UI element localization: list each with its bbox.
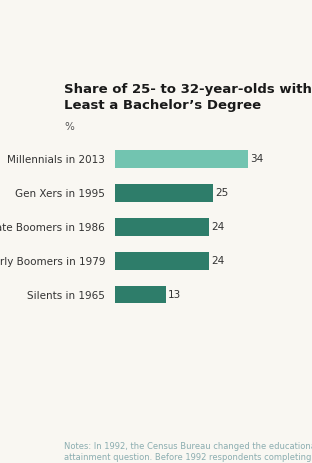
- Bar: [115, 150, 248, 168]
- Text: Notes: In 1992, the Census Bureau changed the educational
attainment question. B: Notes: In 1992, the Census Bureau change…: [64, 442, 312, 463]
- Text: 13: 13: [168, 289, 181, 300]
- Text: 25: 25: [215, 188, 228, 198]
- Text: 24: 24: [211, 256, 224, 266]
- Bar: [115, 286, 166, 303]
- Text: %: %: [64, 122, 74, 132]
- Bar: [115, 184, 213, 202]
- Text: 34: 34: [250, 154, 263, 164]
- Bar: [115, 252, 209, 269]
- Bar: [115, 218, 209, 236]
- Text: 24: 24: [211, 222, 224, 232]
- Text: Share of 25- to 32-year-olds with at
Least a Bachelor’s Degree: Share of 25- to 32-year-olds with at Lea…: [64, 82, 312, 112]
